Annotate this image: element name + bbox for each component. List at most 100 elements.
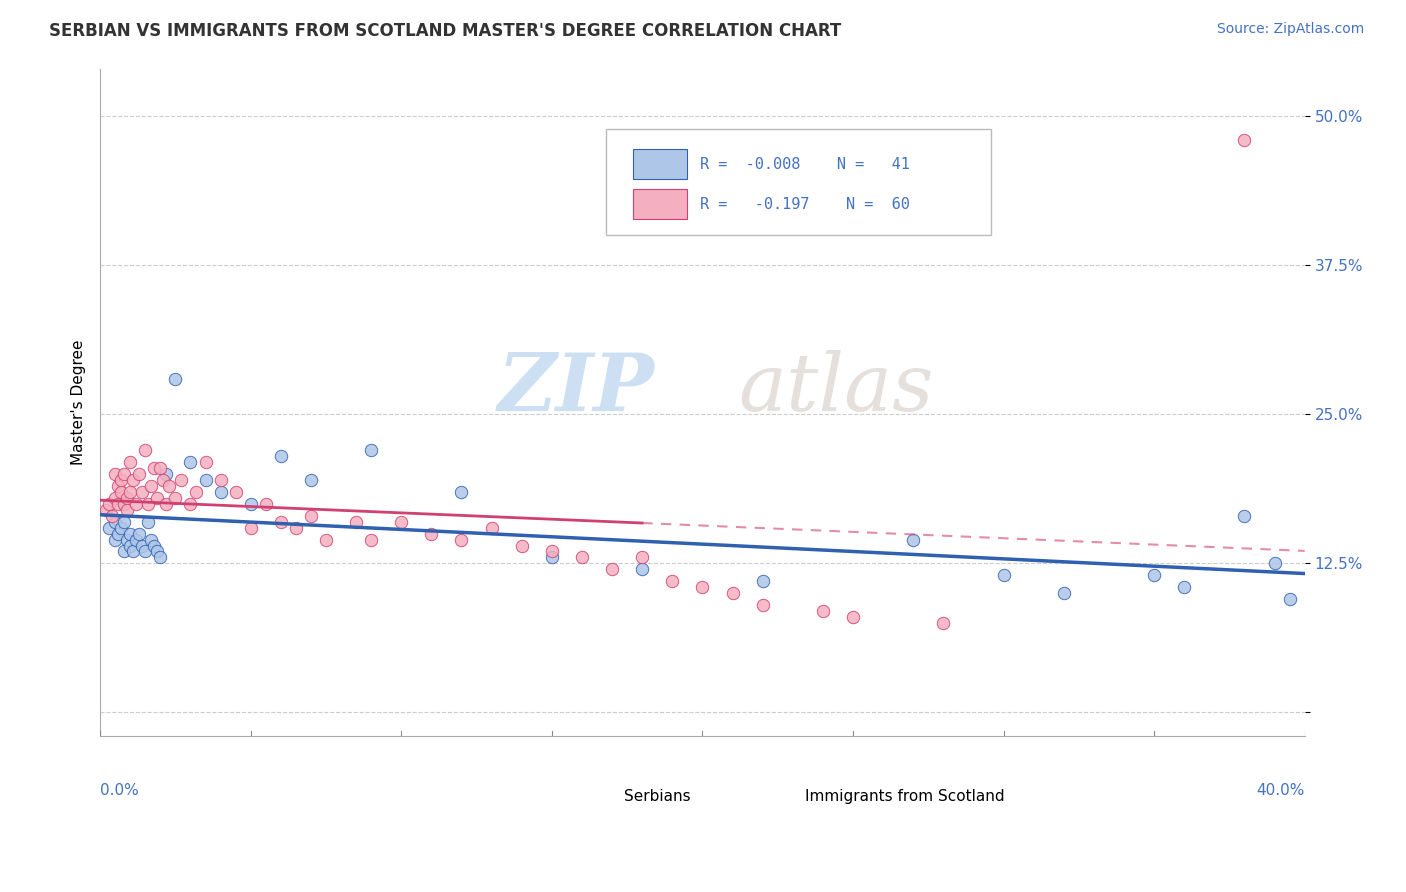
Point bbox=[1053, 586, 1076, 600]
Point bbox=[1233, 133, 1256, 147]
Point bbox=[186, 484, 208, 499]
Point bbox=[110, 484, 132, 499]
Point bbox=[115, 502, 138, 516]
Text: R =  -0.008    N =   41: R = -0.008 N = 41 bbox=[700, 156, 910, 171]
Point bbox=[152, 473, 174, 487]
Point bbox=[692, 580, 714, 594]
Point bbox=[112, 497, 135, 511]
Point bbox=[107, 479, 129, 493]
Point bbox=[600, 562, 623, 576]
Text: Serbians: Serbians bbox=[624, 789, 690, 804]
Point bbox=[136, 515, 159, 529]
Point bbox=[239, 497, 262, 511]
Point bbox=[179, 455, 201, 469]
Point bbox=[122, 473, 145, 487]
Point bbox=[540, 544, 562, 558]
Point bbox=[270, 449, 292, 463]
Point bbox=[104, 491, 127, 505]
Point bbox=[1278, 592, 1301, 607]
Point bbox=[225, 484, 247, 499]
Point bbox=[128, 526, 150, 541]
Point bbox=[360, 533, 382, 547]
Text: SERBIAN VS IMMIGRANTS FROM SCOTLAND MASTER'S DEGREE CORRELATION CHART: SERBIAN VS IMMIGRANTS FROM SCOTLAND MAST… bbox=[49, 22, 841, 40]
Point bbox=[842, 610, 865, 624]
Point bbox=[751, 598, 773, 612]
Point bbox=[1173, 580, 1195, 594]
FancyBboxPatch shape bbox=[606, 128, 991, 235]
Point bbox=[120, 455, 142, 469]
Point bbox=[360, 443, 382, 458]
Point bbox=[125, 497, 148, 511]
Point bbox=[721, 586, 744, 600]
Point bbox=[299, 473, 322, 487]
Point bbox=[194, 473, 217, 487]
Point bbox=[209, 484, 232, 499]
Point bbox=[112, 467, 135, 481]
Point bbox=[115, 533, 138, 547]
Point bbox=[270, 515, 292, 529]
Point bbox=[155, 497, 177, 511]
Point bbox=[344, 515, 367, 529]
Point bbox=[141, 533, 163, 547]
Point bbox=[510, 539, 533, 553]
Point bbox=[179, 497, 201, 511]
Point bbox=[131, 539, 153, 553]
Point bbox=[239, 521, 262, 535]
Point bbox=[122, 544, 145, 558]
Point bbox=[104, 467, 127, 481]
Point bbox=[165, 491, 187, 505]
Point bbox=[751, 574, 773, 589]
Point bbox=[315, 533, 337, 547]
Point bbox=[134, 443, 156, 458]
Point bbox=[104, 533, 127, 547]
Bar bbox=[633, 149, 686, 178]
Point bbox=[661, 574, 683, 589]
Text: 40.0%: 40.0% bbox=[1257, 783, 1305, 798]
Point bbox=[389, 515, 412, 529]
Point bbox=[104, 515, 127, 529]
Point bbox=[299, 508, 322, 523]
Point bbox=[141, 479, 163, 493]
Point bbox=[131, 484, 153, 499]
Point bbox=[125, 533, 148, 547]
Point bbox=[932, 615, 955, 630]
Point bbox=[571, 550, 593, 565]
Bar bbox=[582, 789, 616, 805]
Point bbox=[143, 461, 166, 475]
Point bbox=[149, 461, 172, 475]
Point bbox=[901, 533, 924, 547]
Point bbox=[631, 562, 654, 576]
Point bbox=[811, 604, 834, 618]
Point bbox=[112, 515, 135, 529]
Point bbox=[450, 484, 472, 499]
Point bbox=[481, 521, 503, 535]
Point bbox=[120, 539, 142, 553]
Point bbox=[128, 467, 150, 481]
Point bbox=[136, 497, 159, 511]
Text: R =   -0.197    N =  60: R = -0.197 N = 60 bbox=[700, 196, 910, 211]
Text: Source: ZipAtlas.com: Source: ZipAtlas.com bbox=[1216, 22, 1364, 37]
Point bbox=[284, 521, 307, 535]
Point bbox=[107, 497, 129, 511]
Bar bbox=[633, 189, 686, 219]
Point bbox=[120, 526, 142, 541]
Point bbox=[194, 455, 217, 469]
Point bbox=[1233, 508, 1256, 523]
Point bbox=[540, 550, 562, 565]
Point bbox=[120, 484, 142, 499]
Point bbox=[112, 544, 135, 558]
Point bbox=[98, 521, 121, 535]
Point bbox=[631, 550, 654, 565]
Y-axis label: Master's Degree: Master's Degree bbox=[72, 340, 86, 465]
Point bbox=[254, 497, 277, 511]
Point bbox=[149, 550, 172, 565]
Point bbox=[420, 526, 443, 541]
Point bbox=[1264, 557, 1286, 571]
Bar bbox=[762, 789, 796, 805]
Point bbox=[107, 526, 129, 541]
Text: atlas: atlas bbox=[738, 351, 934, 428]
Text: 0.0%: 0.0% bbox=[100, 783, 139, 798]
Point bbox=[146, 544, 169, 558]
Point bbox=[98, 497, 121, 511]
Point bbox=[170, 473, 193, 487]
